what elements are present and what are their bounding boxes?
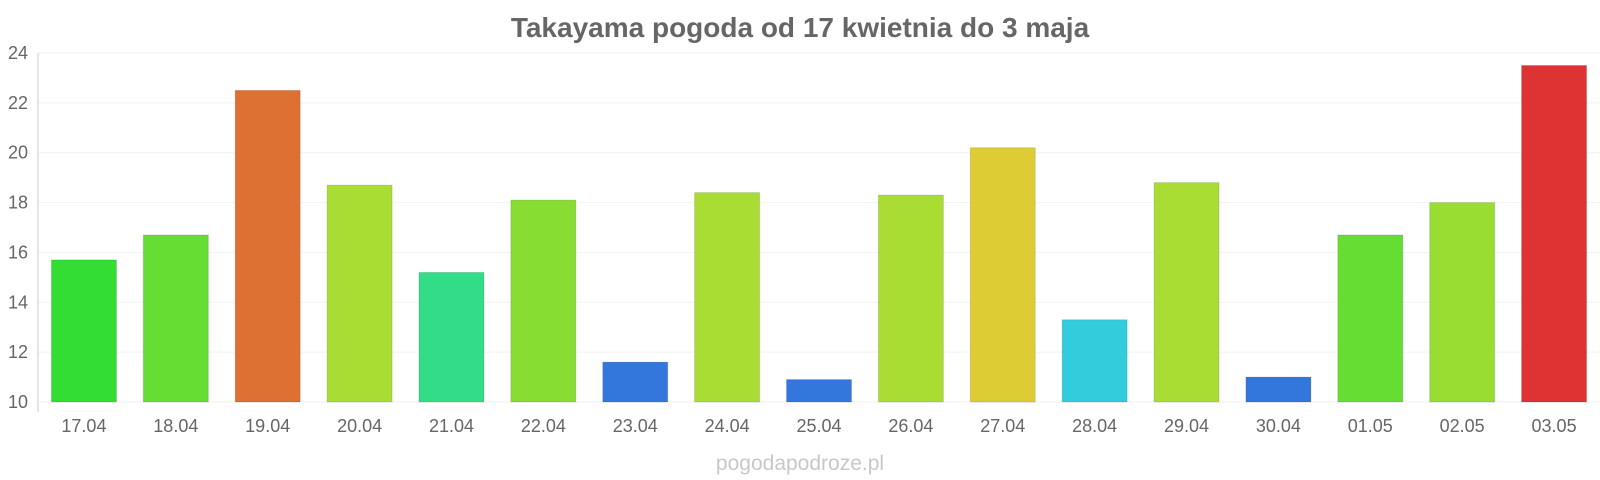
bar-24.04 xyxy=(694,192,761,403)
bar-22.04 xyxy=(510,199,577,403)
bar-30.04 xyxy=(1245,376,1312,403)
x-tick-label: 24.04 xyxy=(705,416,750,436)
bar-01.05 xyxy=(1337,234,1404,403)
x-tick-label: 23.04 xyxy=(613,416,658,436)
x-tick-label: 28.04 xyxy=(1072,416,1117,436)
x-tick-label: 30.04 xyxy=(1256,416,1301,436)
bar-17.04 xyxy=(50,259,117,403)
x-tick-label: 29.04 xyxy=(1164,416,1209,436)
x-tick-label: 03.05 xyxy=(1532,416,1577,436)
bar-29.04 xyxy=(1153,182,1220,403)
y-tick-labels: 10 12 14 16 18 20 22 24 xyxy=(8,43,28,412)
watermark: pogodapodroze.pl xyxy=(716,452,884,475)
y-tick-label: 20 xyxy=(8,143,28,163)
chart-title: Takayama pogoda od 17 kwietnia do 3 maja xyxy=(511,12,1090,43)
x-tick-label: 27.04 xyxy=(980,416,1025,436)
y-tick-label: 16 xyxy=(8,242,28,262)
bar-28.04 xyxy=(1061,319,1128,403)
y-tick-label: 12 xyxy=(8,342,28,362)
x-tick-label: 25.04 xyxy=(796,416,841,436)
x-tick-label: 02.05 xyxy=(1440,416,1485,436)
y-tick-label: 18 xyxy=(8,193,28,213)
x-tick-label: 01.05 xyxy=(1348,416,1393,436)
x-tick-label: 20.04 xyxy=(337,416,382,436)
x-tick-label: 22.04 xyxy=(521,416,566,436)
y-tick-label: 10 xyxy=(8,392,28,412)
bar-19.04 xyxy=(234,89,301,403)
bar-23.04 xyxy=(602,361,669,403)
x-tick-label: 26.04 xyxy=(888,416,933,436)
bar-26.04 xyxy=(877,194,944,403)
x-tick-label: 19.04 xyxy=(245,416,290,436)
y-tick-label: 14 xyxy=(8,292,28,312)
bar-03.05 xyxy=(1521,64,1588,403)
bar-18.04 xyxy=(142,234,209,403)
y-tick-label: 24 xyxy=(8,43,28,63)
y-tick-label: 22 xyxy=(8,93,28,113)
x-tick-label: 21.04 xyxy=(429,416,474,436)
x-tick-label: 17.04 xyxy=(61,416,106,436)
bar-27.04 xyxy=(969,147,1036,403)
x-tick-labels: 17.04 18.04 19.04 20.04 21.04 22.04 23.04 24.04… xyxy=(61,416,1576,436)
bar-02.05 xyxy=(1429,202,1496,403)
bar-20.04 xyxy=(326,184,393,403)
bar-25.04 xyxy=(786,379,852,403)
bars xyxy=(50,64,1588,403)
x-tick-label: 18.04 xyxy=(153,416,198,436)
bar-21.04 xyxy=(418,271,485,403)
